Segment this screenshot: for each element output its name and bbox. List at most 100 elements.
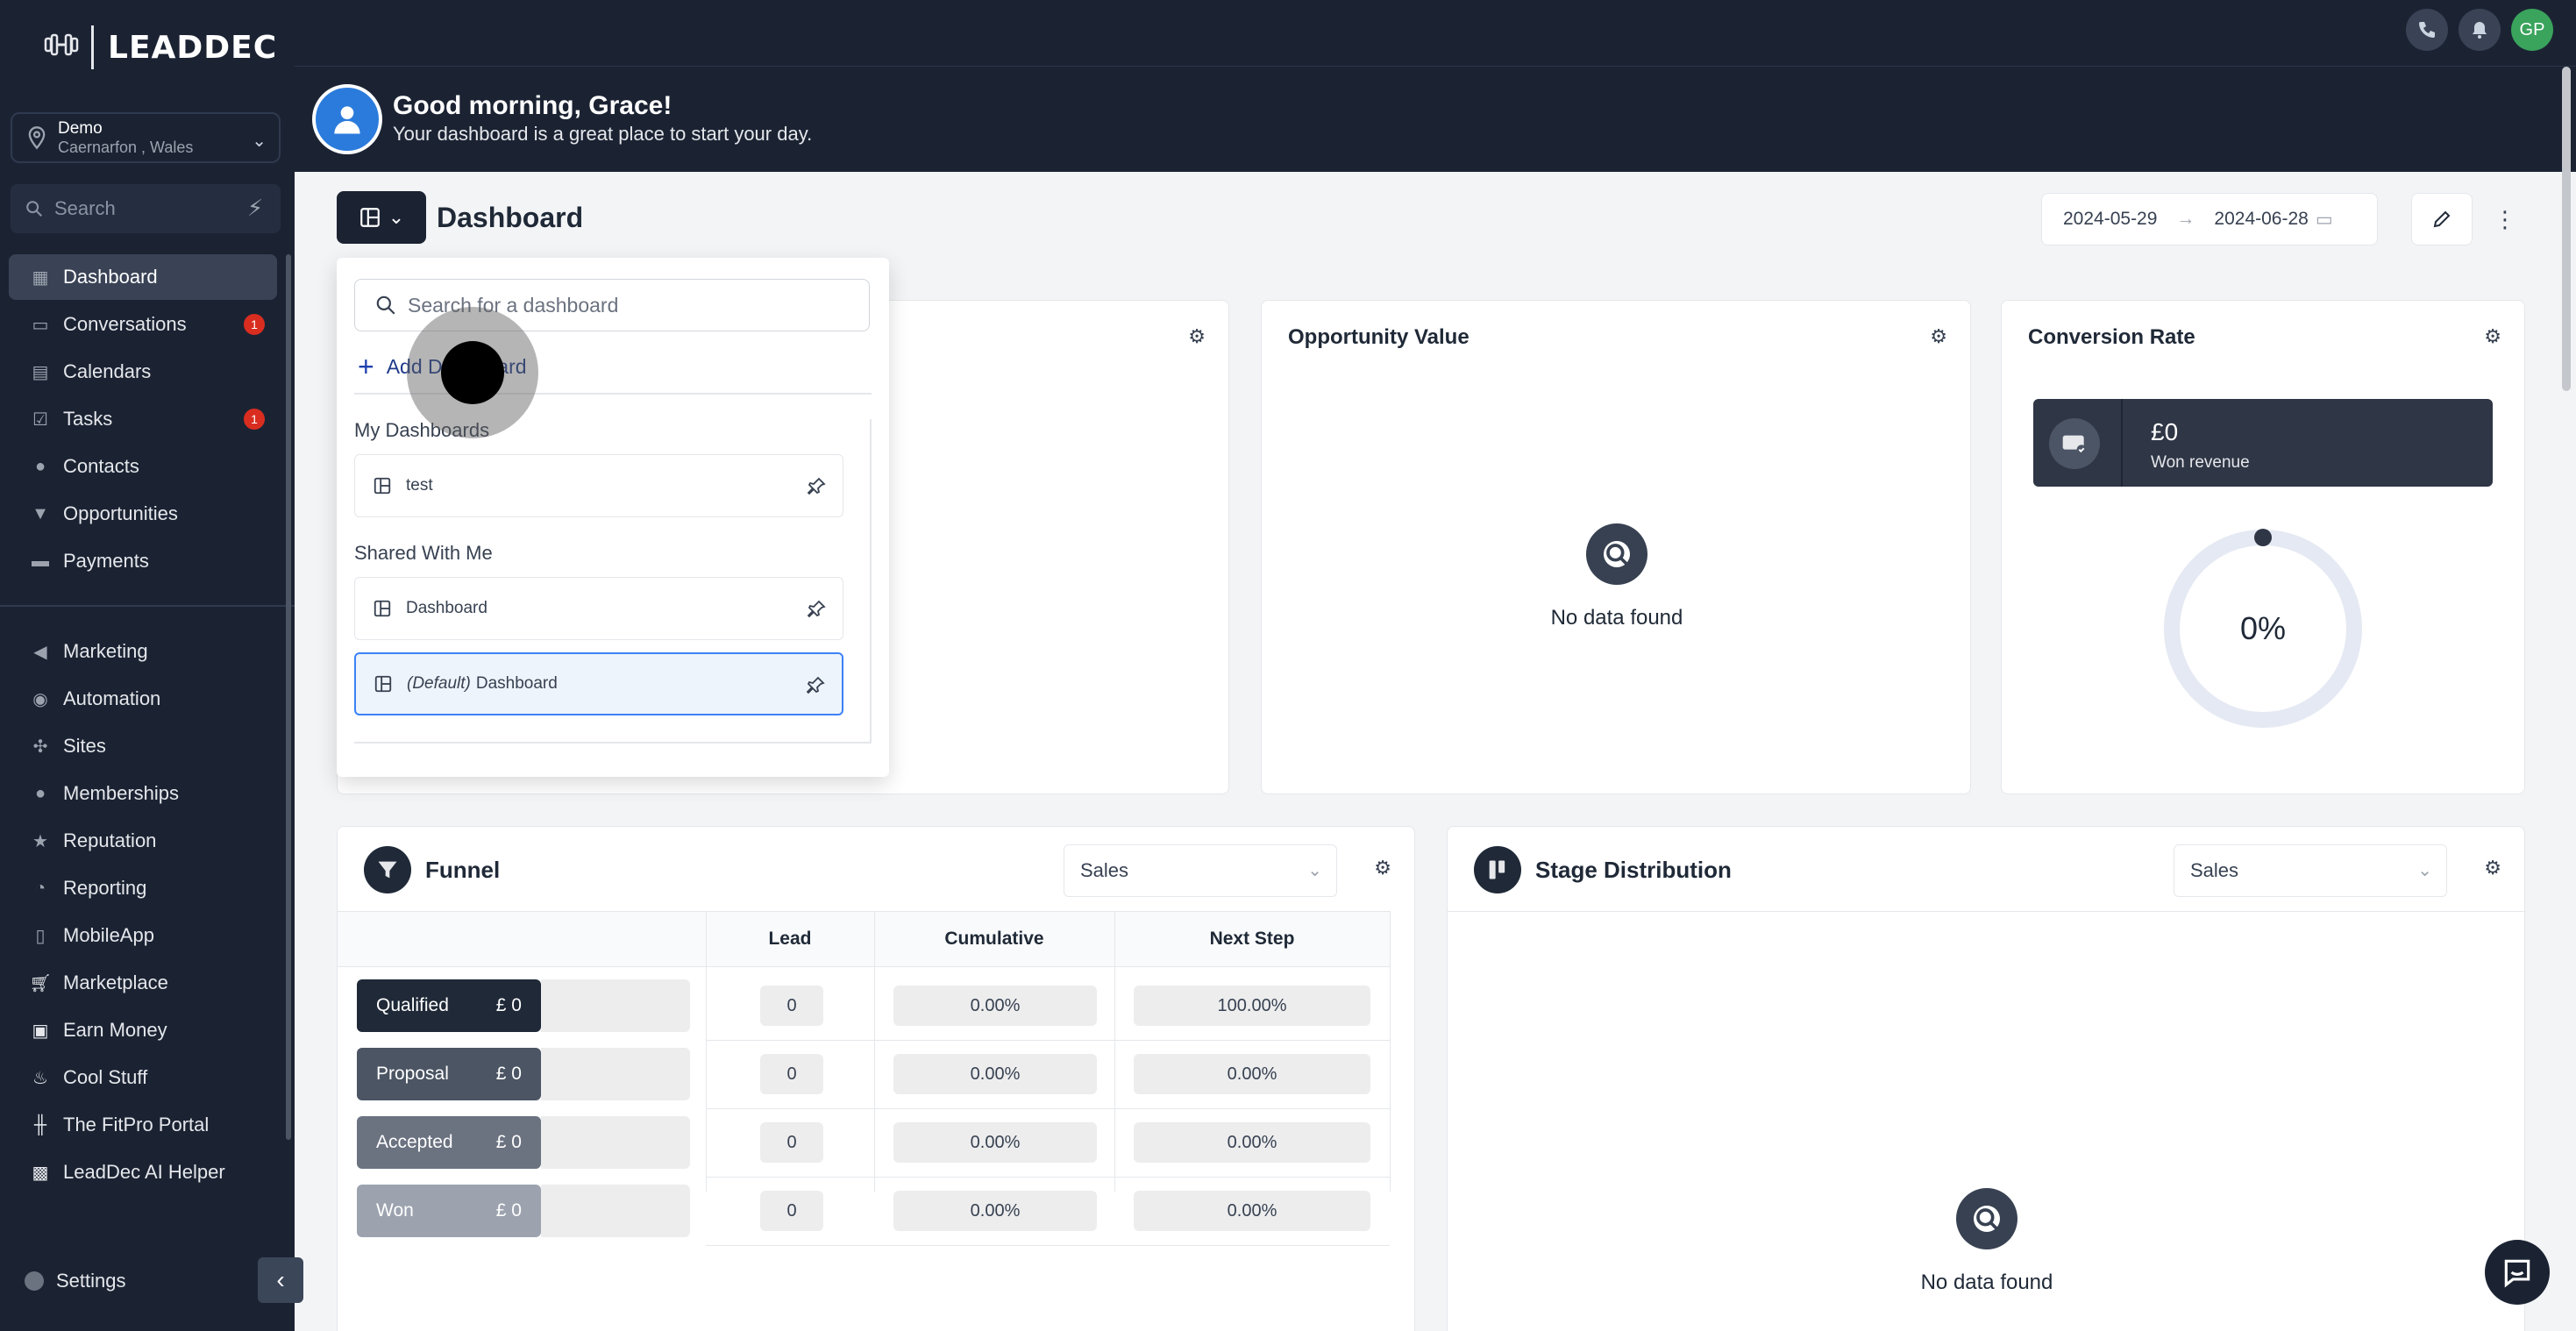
calendar-icon: ▭ xyxy=(2315,209,2333,230)
sidebar-item-calendars[interactable]: ▤ Calendars xyxy=(9,349,277,395)
more-options-icon[interactable]: ⋮ xyxy=(2494,205,2516,232)
date-range-picker[interactable]: 2024-05-29 → 2024-06-28 ▭ xyxy=(2041,193,2378,246)
dashboard-switcher-button[interactable]: ⌄ xyxy=(337,191,426,244)
pipeline-select[interactable]: Sales ⌄ xyxy=(1064,844,1337,897)
search-icon xyxy=(26,201,42,217)
chat-widget-button[interactable] xyxy=(2485,1240,2550,1305)
sidebar-item-opportunities[interactable]: ▼ Opportunities xyxy=(9,491,277,537)
pin-icon[interactable] xyxy=(806,476,827,497)
funnel-bar-track xyxy=(541,1048,690,1100)
filter-settings-icon[interactable]: ⚙︎ xyxy=(2484,325,2501,347)
dashboard-item-default[interactable]: (Default) Dashboard xyxy=(354,652,843,715)
card-icon: ▬ xyxy=(32,551,49,571)
card-title: Funnel xyxy=(425,857,501,883)
dashboard-icon: ▦ xyxy=(32,267,49,288)
row-divider xyxy=(706,1245,1390,1246)
arrow-right-icon: → xyxy=(2176,209,2195,229)
pie-icon: ◔ xyxy=(34,878,46,898)
dumbbell-logo-icon xyxy=(44,29,79,66)
map-pin-icon xyxy=(28,126,46,150)
cumulative-cell: 0.00% xyxy=(893,1054,1097,1094)
click-indicator xyxy=(407,307,538,438)
col-header-next-step: Next Step xyxy=(1114,911,1390,967)
filter-settings-icon[interactable]: ⚙︎ xyxy=(1374,857,1391,879)
filter-settings-icon[interactable]: ⚙︎ xyxy=(1188,325,1206,347)
sidebar-item-tasks[interactable]: ☑ Tasks 1 xyxy=(9,396,277,442)
dashboard-list: My Dashboards test Shared With Me Dashbo… xyxy=(354,419,872,744)
sidebar-item-memberships[interactable]: ● Memberships xyxy=(9,771,277,816)
sidebar-item-automation[interactable]: ◉ Automation xyxy=(9,676,277,722)
dashboard-switcher-dropdown: Search for a dashboard + Add Dashboard M… xyxy=(337,258,889,777)
calendar-icon: ▤ xyxy=(32,362,49,382)
collapse-sidebar-button[interactable]: ‹ xyxy=(258,1257,303,1303)
funnel-stage-qualified: Qualified £ 0 xyxy=(357,979,541,1032)
chat-bubble-icon xyxy=(2504,1259,2530,1288)
layout-icon xyxy=(374,675,392,693)
dashboard-search-input[interactable]: Search for a dashboard xyxy=(354,279,870,331)
date-from: 2024-05-29 xyxy=(2063,209,2158,229)
chevron-down-icon: ⌄ xyxy=(1307,861,1322,880)
chevron-down-icon: ⌄ xyxy=(252,132,267,151)
filter-settings-icon[interactable]: ⚙︎ xyxy=(1930,325,1947,347)
won-revenue-label: Won revenue xyxy=(2151,453,2250,472)
pin-icon[interactable] xyxy=(806,599,827,620)
location-switcher[interactable]: Demo Caernarfon , Wales ⌄ xyxy=(11,112,281,163)
sidebar-item-reputation[interactable]: ★ Reputation xyxy=(9,818,277,864)
sidebar-item-ai-helper[interactable]: ▩ LeadDec AI Helper xyxy=(9,1150,277,1195)
quick-action-icon[interactable]: ⚡ xyxy=(246,195,264,221)
sidebar-item-dashboard[interactable]: ▦ Dashboard xyxy=(9,254,277,300)
sidebar-item-payments[interactable]: ▬ Payments xyxy=(32,550,149,572)
sidebar-item-sites[interactable]: ✣ Sites xyxy=(9,723,277,769)
sidebar-item-cool-stuff[interactable]: ♨ Cool Stuff xyxy=(9,1055,277,1100)
section-my-dashboards: My Dashboards xyxy=(354,419,490,441)
col-header-lead: Lead xyxy=(706,911,874,967)
sidebar-scrollbar[interactable] xyxy=(286,254,291,1140)
sidebar-item-mobileapp[interactable]: ▯ MobileApp xyxy=(9,913,277,958)
date-to: 2024-06-28 xyxy=(2214,209,2309,229)
sidebar-item-reporting[interactable]: ◔ Reporting xyxy=(9,865,277,911)
divider xyxy=(2121,399,2123,487)
sidebar-item-contacts[interactable]: ● Contacts xyxy=(9,444,277,489)
sidebar-item-earn-money[interactable]: ▣ Earn Money xyxy=(9,1007,277,1053)
stage-name: Proposal xyxy=(376,1064,449,1084)
sidebar-item-conversations[interactable]: ▭ Conversations 1 xyxy=(9,302,277,347)
sidebar-item-marketplace[interactable]: 🛒︎ Marketplace xyxy=(29,972,168,993)
money-icon: ▣ xyxy=(32,1021,49,1041)
page-title: Dashboard xyxy=(437,202,584,233)
flame-icon: ♨ xyxy=(32,1068,48,1088)
sidebar: LEADDEC Demo Caernarfon , Wales ⌄ Search… xyxy=(0,0,303,1331)
sidebar-item-settings[interactable]: Settings xyxy=(25,1270,126,1292)
user-profile-icon xyxy=(312,84,382,154)
dashboard-item-test[interactable]: test xyxy=(354,454,843,517)
location-place: Caernarfon , Wales xyxy=(58,138,194,156)
conversion-rate-value: 0% xyxy=(2239,610,2287,646)
sidebar-search-placeholder: Search xyxy=(54,197,116,219)
layout-icon xyxy=(374,477,391,495)
gear-icon xyxy=(25,1271,44,1291)
lead-cell: 0 xyxy=(760,1122,823,1163)
plus-icon: + xyxy=(358,351,374,382)
filter-settings-icon[interactable]: ⚙︎ xyxy=(2484,857,2501,879)
sidebar-item-marketing[interactable]: ◀ Marketing xyxy=(9,629,277,674)
phone-call-icon[interactable] xyxy=(2406,9,2448,51)
sidebar-item-fitpro-portal[interactable]: ╫ The FitPro Portal xyxy=(9,1102,277,1148)
cumulative-cell: 0.00% xyxy=(893,986,1097,1026)
greeting-subtitle: Your dashboard is a great place to start… xyxy=(393,123,813,145)
pipeline-select[interactable]: Sales ⌄ xyxy=(2174,844,2447,897)
edit-dashboard-button[interactable] xyxy=(2411,193,2473,246)
main-scrollbar[interactable] xyxy=(2562,67,2571,391)
pin-icon[interactable] xyxy=(805,675,826,696)
logo[interactable]: LEADDEC xyxy=(44,25,277,70)
stage-distribution-card: Stage Distribution Sales ⌄ ⚙︎ No data fou… xyxy=(1447,826,2526,1331)
dashboard-item-dashboard[interactable]: Dashboard xyxy=(354,577,843,640)
stage-distribution-icon xyxy=(1474,846,1521,893)
layout-icon xyxy=(359,208,380,227)
bell-icon[interactable] xyxy=(2459,9,2501,51)
sidebar-divider xyxy=(0,605,295,607)
star-icon: ★ xyxy=(32,831,48,851)
user-avatar[interactable]: GP xyxy=(2511,9,2553,51)
sidebar-search[interactable]: Search ⚡ xyxy=(11,184,281,233)
notification-badge: 1 xyxy=(244,314,265,335)
col-header-cumulative: Cumulative xyxy=(874,911,1114,967)
funnel-icon: ▼ xyxy=(32,503,49,523)
